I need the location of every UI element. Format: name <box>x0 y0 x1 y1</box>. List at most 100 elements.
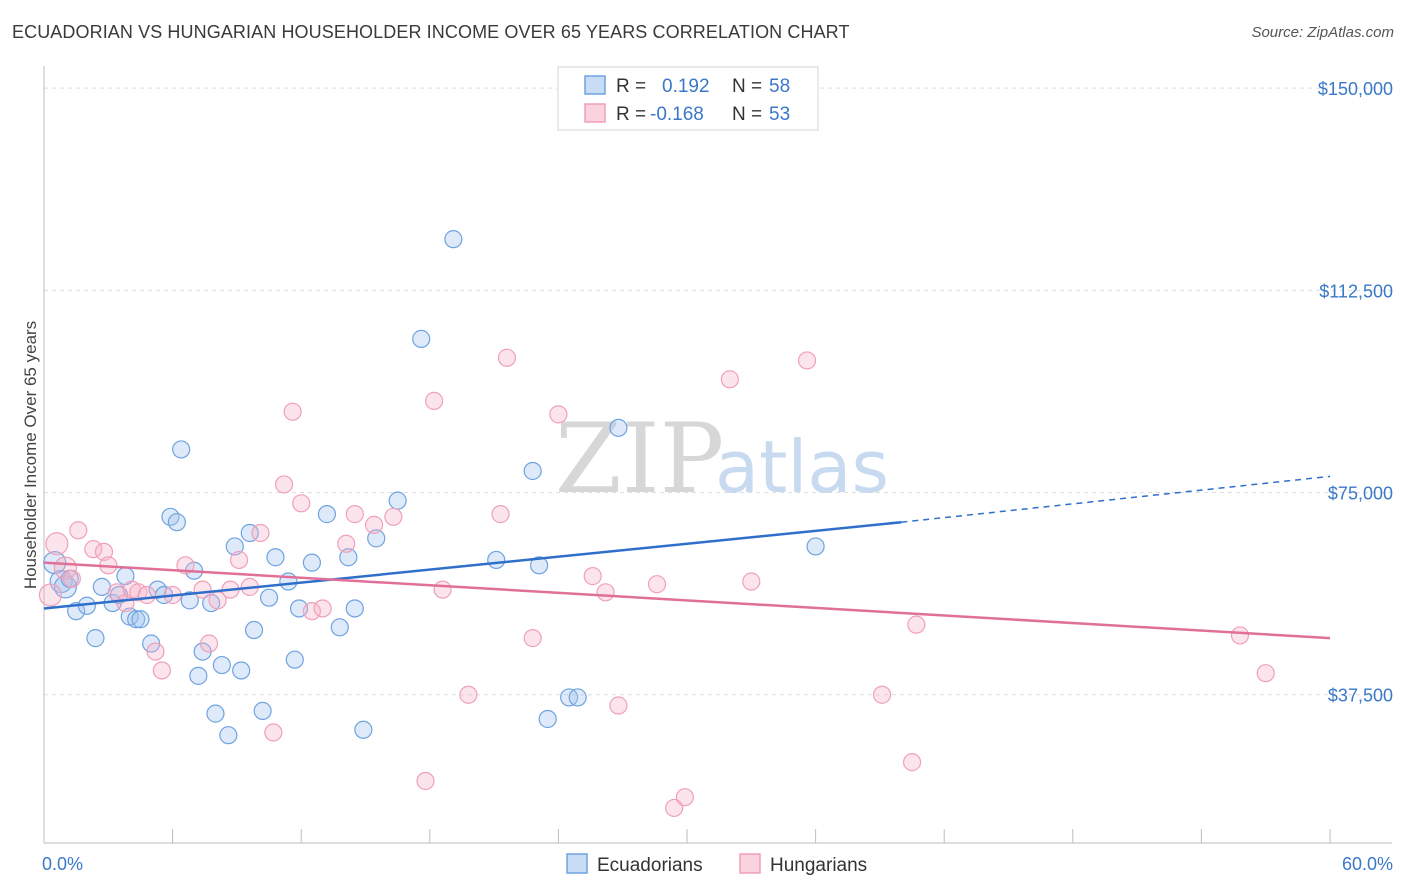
point-ecuadorians <box>189 666 208 685</box>
point-hungarians <box>62 569 81 588</box>
point-ecuadorians <box>330 618 349 637</box>
point-ecuadorians <box>53 575 78 599</box>
point-ecuadorians <box>253 701 272 721</box>
axes <box>43 66 1392 844</box>
point-ecuadorians <box>212 655 231 675</box>
legend-swatch-pink <box>584 103 606 123</box>
point-ecuadorians <box>367 529 386 548</box>
point-ecuadorians <box>487 550 506 570</box>
bottom-legend-swatch-hungarians <box>739 853 761 874</box>
trend-line-ecuadorians <box>43 520 902 610</box>
point-ecuadorians <box>568 688 587 707</box>
y-tick-label: $150,000 <box>1318 79 1393 99</box>
grid <box>44 87 1392 696</box>
y-tick-label: $37,500 <box>1328 686 1393 706</box>
point-ecuadorians <box>266 548 285 567</box>
point-ecuadorians <box>259 588 279 607</box>
legend-r-label-pink: R = <box>616 104 646 125</box>
point-hungarians <box>902 753 922 772</box>
data-points <box>38 230 1275 818</box>
point-ecuadorians <box>345 599 364 618</box>
point-hungarians <box>384 507 403 526</box>
x-tick-label-start: 0.0% <box>42 854 83 874</box>
watermark-zip: ZIP <box>555 403 724 515</box>
point-hungarians <box>283 402 302 421</box>
point-ecuadorians <box>131 610 150 629</box>
point-hungarians <box>596 583 615 602</box>
x-tick-labels: 0.0% 60.0% <box>42 854 1393 874</box>
point-ecuadorians <box>388 491 407 510</box>
point-ecuadorians <box>412 329 431 348</box>
watermark: ZIP atlas <box>555 403 889 515</box>
point-hungarians <box>69 521 88 540</box>
point-hungarians <box>337 534 356 553</box>
point-ecuadorians <box>317 505 337 524</box>
point-hungarians <box>137 585 156 605</box>
point-hungarians <box>675 788 694 807</box>
trend-lines <box>43 475 1331 640</box>
point-hungarians <box>491 505 510 524</box>
x-tick-label-end: 60.0% <box>1342 854 1393 874</box>
point-hungarians <box>416 771 435 791</box>
point-hungarians <box>665 798 684 818</box>
legend-r-value-blue: 0.192 <box>662 76 710 97</box>
trend-line-hungarians <box>43 561 1331 640</box>
point-ecuadorians <box>285 650 304 669</box>
y-tick-labels: $37,500 $75,000 $112,500 $150,000 <box>1318 79 1393 706</box>
point-hungarians <box>523 629 542 648</box>
point-ecuadorians <box>172 440 191 459</box>
point-ecuadorians <box>240 523 259 543</box>
point-ecuadorians <box>142 634 161 653</box>
bottom-legend-label-ecuadorians: Ecuadorians <box>597 855 703 876</box>
point-hungarians <box>1230 626 1250 645</box>
point-ecuadorians <box>523 461 542 481</box>
point-ecuadorians <box>339 548 358 567</box>
point-ecuadorians <box>127 610 146 629</box>
legend-n-value-blue: 58 <box>769 76 790 97</box>
point-hungarians <box>459 685 478 704</box>
point-ecuadorians <box>538 709 557 729</box>
point-hungarians <box>742 572 761 591</box>
point-ecuadorians <box>167 513 186 532</box>
legend-r-value-pink: -0.168 <box>650 104 704 125</box>
point-hungarians <box>45 532 69 556</box>
point-ecuadorians <box>180 591 199 610</box>
point-hungarians <box>84 540 103 559</box>
point-hungarians <box>292 494 311 513</box>
watermark-atlas: atlas <box>715 425 889 509</box>
point-hungarians <box>583 567 602 586</box>
point-ecuadorians <box>244 620 264 640</box>
point-hungarians <box>264 723 283 742</box>
point-hungarians <box>424 391 444 410</box>
point-hungarians <box>647 575 667 594</box>
point-hungarians <box>797 351 817 370</box>
trend-line-extension-ecuadorians <box>901 475 1331 523</box>
bottom-legend: Ecuadorians Hungarians <box>566 853 867 876</box>
point-hungarians <box>152 661 171 680</box>
point-ecuadorians <box>609 418 628 437</box>
point-hungarians <box>1256 664 1275 683</box>
point-ecuadorians <box>219 726 238 745</box>
point-hungarians <box>313 599 332 618</box>
bottom-legend-swatch-ecuadorians <box>566 853 588 874</box>
legend: R = 0.192 N = 58 R = -0.168 N = 53 <box>557 66 819 131</box>
legend-n-label-blue: N = <box>732 76 762 97</box>
y-tick-label: $75,000 <box>1328 484 1393 504</box>
point-hungarians <box>229 550 249 570</box>
point-ecuadorians <box>232 661 251 680</box>
point-ecuadorians <box>354 720 373 739</box>
point-hungarians <box>199 634 219 653</box>
point-hungarians <box>433 580 452 599</box>
y-axis-label: Householder Income Over 65 years <box>21 321 40 589</box>
point-ecuadorians <box>530 556 549 575</box>
point-hungarians <box>38 583 63 607</box>
point-hungarians <box>497 348 517 367</box>
chart-title: ECUADORIAN VS HUNGARIAN HOUSEHOLDER INCO… <box>12 22 850 42</box>
point-hungarians <box>302 602 322 621</box>
point-hungarians <box>146 642 165 661</box>
point-ecuadorians <box>302 553 322 572</box>
point-ecuadorians <box>225 537 244 556</box>
point-hungarians <box>549 405 568 424</box>
source-label: Source: ZipAtlas.com <box>1251 24 1394 41</box>
bottom-legend-label-hungarians: Hungarians <box>770 855 867 876</box>
